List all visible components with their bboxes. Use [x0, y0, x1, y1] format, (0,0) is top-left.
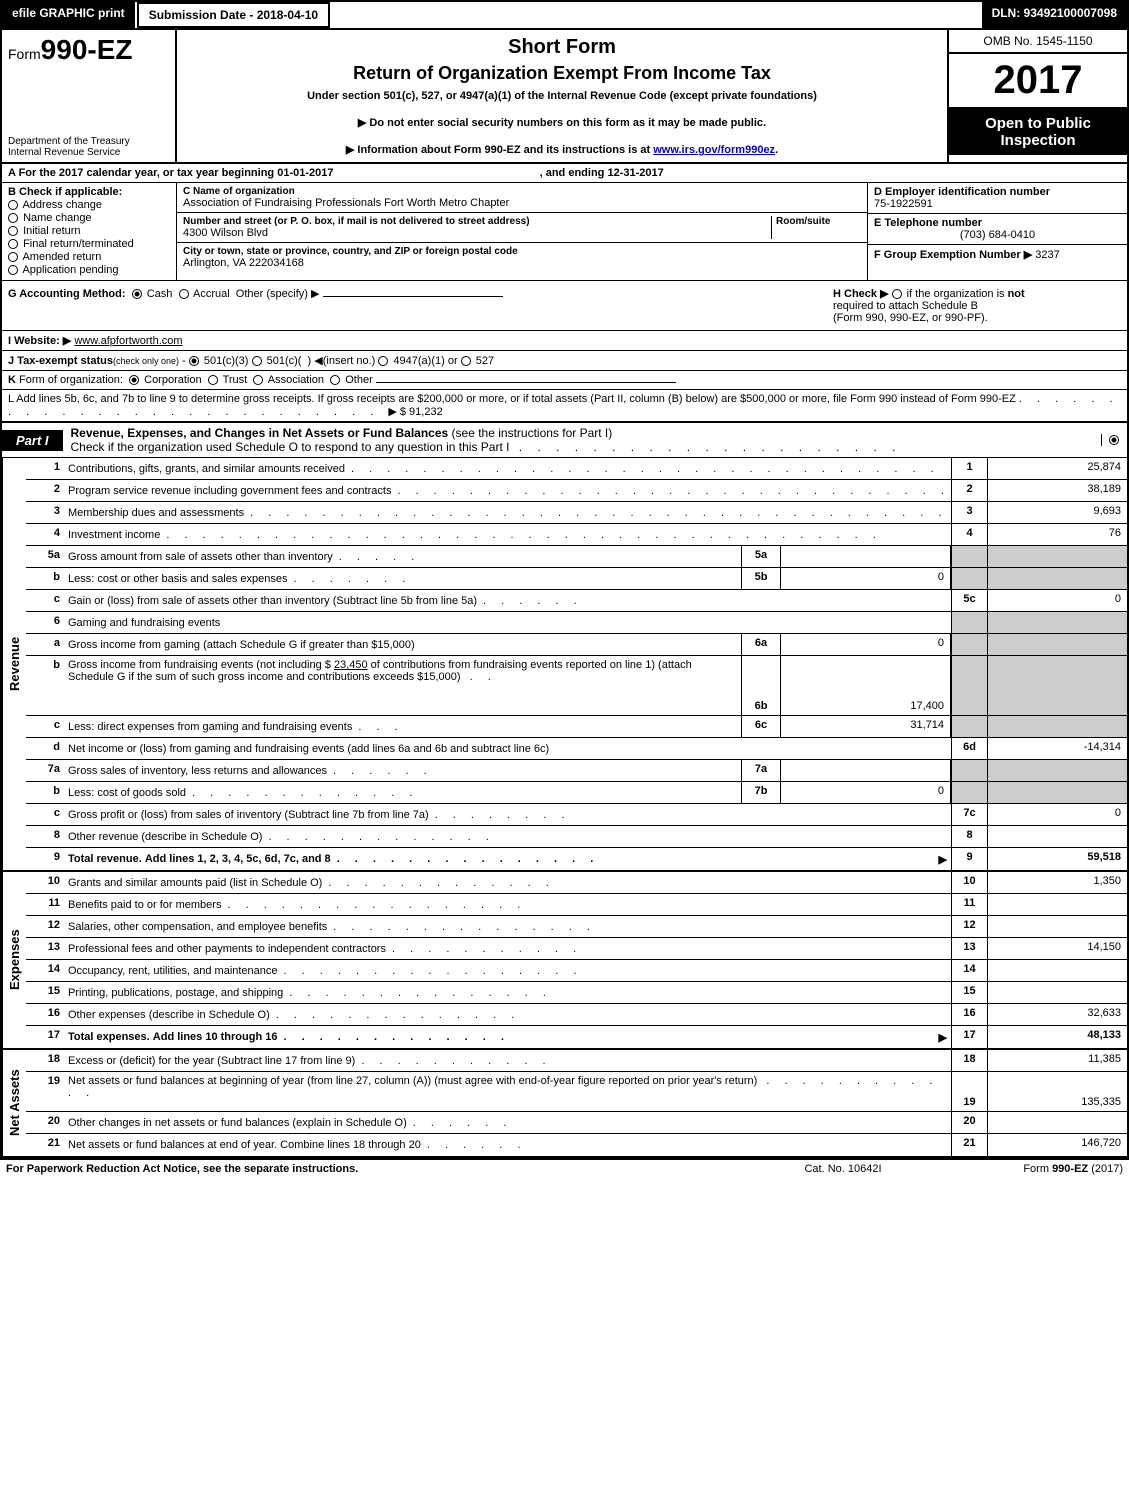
submission-date: Submission Date - 2018-04-10 — [137, 2, 330, 28]
efile-print-button[interactable]: efile GRAPHIC print — [2, 2, 137, 28]
footer-form: Form 990-EZ (2017) — [943, 1163, 1123, 1175]
subtitle: Under section 501(c), 527, or 4947(a)(1)… — [185, 90, 939, 102]
phone: (703) 684-0410 — [874, 229, 1121, 241]
val-7c: 0 — [987, 804, 1127, 825]
val-21: 146,720 — [987, 1134, 1127, 1156]
radio-501c3[interactable] — [189, 356, 199, 366]
tax-year: 2017 — [949, 54, 1127, 109]
val-15 — [987, 982, 1127, 1003]
open-to-public: Open to Public Inspection — [949, 109, 1127, 155]
radio-4947[interactable] — [378, 356, 388, 366]
val-7a — [781, 760, 951, 781]
val-7b: 0 — [781, 782, 951, 803]
org-street: 4300 Wilson Blvd — [183, 227, 771, 239]
title-return: Return of Organization Exempt From Incom… — [185, 63, 939, 84]
row-k-form-org: K Form of organization: Corporation Trus… — [2, 371, 1127, 390]
radio-association[interactable] — [253, 375, 263, 385]
radio-corporation[interactable] — [129, 375, 139, 385]
val-19: 135,335 — [987, 1072, 1127, 1111]
val-9: 59,518 — [987, 848, 1127, 870]
footer-catno: Cat. No. 10642I — [743, 1163, 943, 1175]
chk-final-return[interactable] — [8, 239, 18, 249]
val-1: 25,874 — [987, 458, 1127, 479]
val-3: 9,693 — [987, 502, 1127, 523]
row-g-accounting: G Accounting Method: Cash Accrual Other … — [2, 281, 827, 330]
part1-tag: Part I — [2, 430, 63, 451]
row-j-tax-exempt: J Tax-exempt status(check only one) - 50… — [2, 351, 1127, 371]
val-5c: 0 — [987, 590, 1127, 611]
radio-501c[interactable] — [252, 356, 262, 366]
val-18: 11,385 — [987, 1050, 1127, 1071]
website: www.afpfortworth.com — [74, 335, 182, 347]
row-l-gross-receipts: L Add lines 5b, 6c, and 7b to line 9 to … — [2, 390, 1127, 423]
side-revenue: Revenue — [2, 458, 26, 870]
group-exemption: 3237 — [1035, 249, 1059, 261]
radio-other[interactable] — [330, 375, 340, 385]
chk-name-change[interactable] — [8, 213, 18, 223]
c-room-label: Room/suite — [776, 216, 861, 227]
c-street-label: Number and street (or P. O. box, if mail… — [183, 216, 771, 227]
c-name-label: C Name of organization — [183, 186, 861, 197]
row-a-tax-year: A For the 2017 calendar year, or tax yea… — [2, 164, 1127, 183]
radio-527[interactable] — [461, 356, 471, 366]
val-11 — [987, 894, 1127, 915]
dln: DLN: 93492100007098 — [982, 2, 1127, 28]
val-20 — [987, 1112, 1127, 1133]
side-net-assets: Net Assets — [2, 1050, 26, 1156]
top-bar: efile GRAPHIC print Submission Date - 20… — [2, 2, 1127, 30]
side-expenses: Expenses — [2, 872, 26, 1048]
val-6b-contrib: 23,450 — [334, 659, 368, 671]
irs-link[interactable]: www.irs.gov/form990ez — [653, 144, 775, 156]
val-17: 48,133 — [987, 1026, 1127, 1048]
val-12 — [987, 916, 1127, 937]
chk-address-change[interactable] — [8, 200, 18, 210]
title-short-form: Short Form — [185, 36, 939, 59]
e-phone-label: E Telephone number — [874, 217, 1121, 229]
val-4: 76 — [987, 524, 1127, 545]
val-6d: -14,314 — [987, 738, 1127, 759]
col-b-check-applicable: B Check if applicable: Address change Na… — [2, 183, 177, 280]
val-5b: 0 — [781, 568, 951, 589]
footer-paperwork: For Paperwork Reduction Act Notice, see … — [6, 1163, 743, 1175]
part1-checkbox[interactable] — [1109, 435, 1119, 445]
radio-cash[interactable] — [132, 289, 142, 299]
radio-h[interactable] — [892, 289, 902, 299]
radio-accrual[interactable] — [179, 289, 189, 299]
ein: 75-1922591 — [874, 198, 1121, 210]
chk-initial-return[interactable] — [8, 226, 18, 236]
part1-title: Revenue, Expenses, and Changes in Net As… — [63, 423, 1101, 457]
val-14 — [987, 960, 1127, 981]
chk-amended-return[interactable] — [8, 252, 18, 262]
val-6c: 31,714 — [781, 716, 951, 737]
org-city: Arlington, VA 222034168 — [183, 257, 861, 269]
chk-application-pending[interactable] — [8, 265, 18, 275]
note-info: ▶ Information about Form 990-EZ and its … — [185, 143, 939, 156]
row-h-schedule-b: H Check ▶ if the organization is not req… — [827, 281, 1127, 330]
form-number: Form990-EZ — [8, 34, 169, 66]
department: Department of the Treasury Internal Reve… — [8, 136, 169, 158]
val-6a: 0 — [781, 634, 951, 655]
d-ein-label: D Employer identification number — [874, 186, 1121, 198]
row-i-website: I Website: ▶ www.afpfortworth.com — [2, 331, 1127, 351]
c-city-label: City or town, state or province, country… — [183, 246, 861, 257]
val-8 — [987, 826, 1127, 847]
org-name: Association of Fundraising Professionals… — [183, 197, 861, 209]
val-5a — [781, 546, 951, 567]
val-6b: 17,400 — [781, 656, 951, 715]
val-13: 14,150 — [987, 938, 1127, 959]
val-2: 38,189 — [987, 480, 1127, 501]
omb-number: OMB No. 1545-1150 — [949, 30, 1127, 54]
val-16: 32,633 — [987, 1004, 1127, 1025]
val-10: 1,350 — [987, 872, 1127, 893]
note-ssn: ▶ Do not enter social security numbers o… — [185, 116, 939, 129]
radio-trust[interactable] — [208, 375, 218, 385]
f-group-label: F Group Exemption Number ▶ — [874, 249, 1032, 261]
